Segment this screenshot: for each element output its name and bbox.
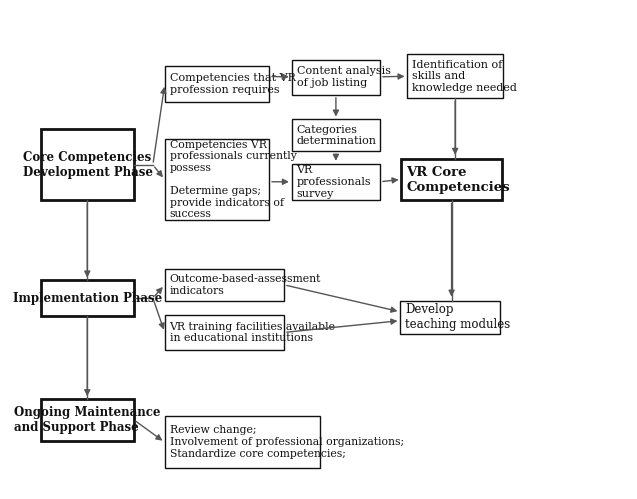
FancyBboxPatch shape [401, 159, 502, 201]
Text: Categories
determination: Categories determination [297, 125, 376, 146]
FancyBboxPatch shape [41, 280, 134, 316]
Text: Implementation Phase: Implementation Phase [13, 291, 162, 304]
Text: VR Core
Competencies: VR Core Competencies [406, 166, 510, 194]
FancyBboxPatch shape [400, 300, 501, 334]
FancyBboxPatch shape [165, 139, 269, 220]
FancyBboxPatch shape [292, 164, 380, 201]
FancyBboxPatch shape [292, 59, 380, 95]
Text: Review change;
Involvement of professional organizations;
Standardize core compe: Review change; Involvement of profession… [169, 426, 404, 459]
FancyBboxPatch shape [165, 416, 320, 468]
Text: Outcome-based-assessment
indicators: Outcome-based-assessment indicators [169, 274, 321, 296]
Text: Content analysis
of job listing: Content analysis of job listing [297, 66, 390, 88]
Text: Competencies VR
professionals currently
possess

Determine gaps;
provide indicat: Competencies VR professionals currently … [169, 140, 296, 220]
Text: Identification of
skills and
knowledge needed: Identification of skills and knowledge n… [412, 60, 517, 93]
FancyBboxPatch shape [165, 315, 284, 350]
FancyBboxPatch shape [292, 119, 380, 151]
Text: Competencies that VR
profession requires: Competencies that VR profession requires [169, 73, 296, 95]
FancyBboxPatch shape [165, 269, 284, 301]
FancyBboxPatch shape [41, 129, 134, 201]
Text: Core Competencies
Development Phase: Core Competencies Development Phase [22, 151, 153, 179]
Text: VR training facilities available
in educational institutions: VR training facilities available in educ… [169, 322, 336, 343]
FancyBboxPatch shape [165, 65, 269, 102]
Text: VR
professionals
survey: VR professionals survey [297, 166, 371, 199]
FancyBboxPatch shape [41, 399, 134, 441]
FancyBboxPatch shape [408, 54, 503, 98]
Text: Develop
teaching modules: Develop teaching modules [405, 303, 510, 331]
Text: Ongoing Maintenance
and Support Phase: Ongoing Maintenance and Support Phase [14, 406, 161, 434]
